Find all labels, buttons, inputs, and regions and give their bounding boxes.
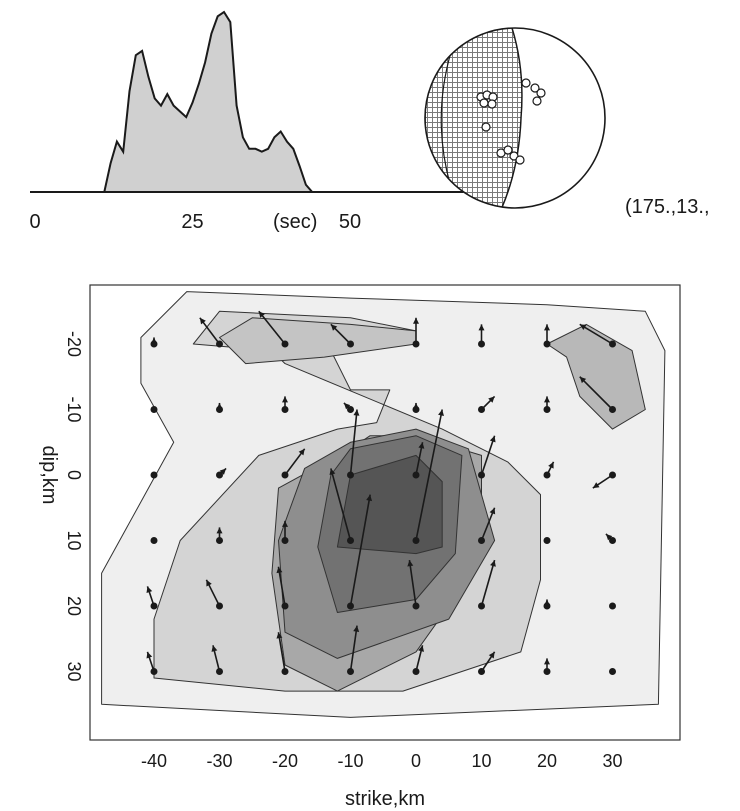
compressional-quadrant	[425, 28, 523, 208]
slip-vector	[150, 337, 158, 348]
slip-vector	[478, 651, 496, 675]
nodal-plane-secondary	[440, 51, 452, 185]
slip-vector	[216, 467, 227, 479]
slip-vector	[407, 560, 420, 610]
slip-vector	[281, 448, 306, 479]
slip-vector	[543, 396, 551, 413]
slip-vector	[609, 668, 616, 675]
slip-vector	[412, 645, 425, 675]
x-tick-labels: -40 -30 -20 -10 0 10 20 30	[141, 751, 623, 771]
stf-area	[35, 10, 464, 193]
x-tick-label: -10	[337, 751, 363, 771]
y-tick-label: 30	[64, 661, 84, 681]
plot-frame	[89, 284, 681, 741]
slip-vector	[216, 527, 223, 544]
slip-vectors	[146, 310, 616, 675]
slip-vector	[478, 559, 496, 610]
slip-vector	[412, 409, 444, 544]
slip-vector	[478, 435, 496, 479]
slip-vector	[579, 323, 616, 348]
stf-tick-label: 25	[181, 211, 203, 233]
slip-vector	[205, 579, 223, 610]
polarity-symbol	[515, 155, 525, 165]
slip-vector	[281, 520, 289, 544]
source-time-function: 0 25 50 (sec)	[29, 10, 464, 233]
x-tick-label: 30	[602, 751, 622, 771]
slip-vector	[543, 324, 551, 348]
polarity-symbol	[479, 98, 489, 108]
polarity-symbol	[536, 88, 546, 98]
slip-contours	[101, 291, 666, 718]
polarity-symbol	[532, 96, 542, 106]
slip-contour-level-8	[546, 323, 646, 430]
slip-vector	[330, 323, 354, 348]
slip-vector	[478, 324, 485, 348]
slip-vector	[605, 533, 616, 544]
slip-vector	[150, 537, 158, 544]
slip-vector	[543, 599, 551, 610]
slip-vector	[276, 632, 289, 675]
slip-vector	[281, 396, 289, 413]
x-tick-label: 20	[537, 751, 557, 771]
slip-vector	[329, 468, 354, 544]
polarity-symbol	[503, 145, 513, 155]
stf-xlabel: (sec)	[273, 211, 317, 233]
slip-vector	[347, 409, 360, 479]
stf-tick-label: 0	[29, 211, 40, 233]
x-tick-label: -20	[272, 751, 298, 771]
x-tick-label: 0	[411, 751, 421, 771]
y-tick-label: 20	[64, 596, 84, 616]
slip-vector	[343, 402, 354, 413]
slip-vector	[579, 376, 616, 413]
slip-vector	[276, 566, 289, 610]
y-tick-label: 0	[64, 470, 84, 480]
slip-vector	[211, 645, 223, 675]
slip-vector	[199, 317, 223, 348]
polarity-symbol	[521, 78, 531, 88]
slip-vector	[478, 395, 496, 413]
slip-vector	[347, 494, 373, 610]
x-tick-label: -40	[141, 751, 167, 771]
slip-vector	[150, 471, 158, 479]
stf-tick-labels: 0 25 50	[29, 211, 361, 233]
slip-vector	[543, 461, 555, 479]
stf-tick-label: 50	[339, 211, 361, 233]
polarity-symbol	[487, 99, 497, 109]
x-tick-label: 10	[471, 751, 491, 771]
slip-vector	[146, 586, 158, 610]
y-axis-label: dip,km	[38, 446, 60, 505]
slip-vector	[592, 471, 616, 489]
slip-vector	[478, 507, 496, 544]
polarity-symbol	[481, 122, 491, 132]
x-axis-label: strike,km	[345, 788, 425, 810]
slip-vector	[609, 602, 616, 610]
slip-distribution: -40 -30 -20 -10 0 10 20 30 -20 -10 0 10 20 30 strike…	[38, 284, 681, 810]
focal-mechanism: (175.,13.,	[424, 27, 710, 218]
y-tick-labels: -20 -10 0 10 20 30	[64, 331, 84, 682]
slip-vector	[412, 317, 420, 348]
slip-vector	[150, 406, 158, 413]
slip-vector	[146, 651, 158, 675]
y-tick-label: -10	[64, 396, 84, 422]
y-tick-label: -20	[64, 331, 84, 357]
polarity-symbol	[530, 83, 540, 93]
slip-vector	[258, 310, 289, 348]
polarity-symbols	[476, 78, 546, 165]
y-tick-label: 10	[64, 530, 84, 550]
slip-vector	[543, 537, 551, 544]
slip-vector	[543, 658, 551, 675]
slip-vector	[347, 625, 360, 675]
slip-vector	[216, 402, 223, 413]
focal-mechanism-annotation: (175.,13.,	[625, 196, 710, 218]
x-tick-label: -30	[206, 751, 232, 771]
slip-vector	[412, 402, 420, 413]
slip-vector	[412, 442, 425, 479]
focal-sphere-outline	[424, 27, 606, 209]
